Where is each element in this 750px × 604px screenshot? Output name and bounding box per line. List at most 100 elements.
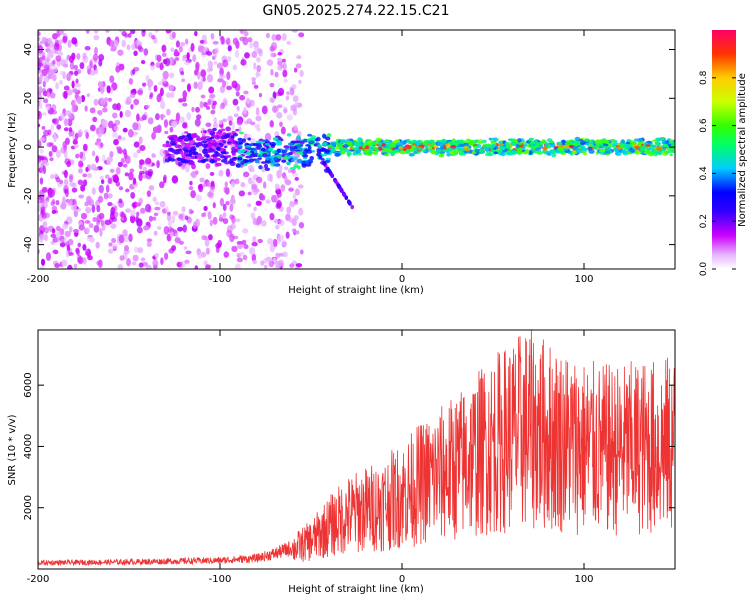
spectrogram-cell xyxy=(76,95,83,105)
colorbar-ticks: 0.0 0.2 0.4 0.6 0.8 xyxy=(699,70,736,276)
spectrogram-cell xyxy=(238,251,245,256)
spectrogram-cell xyxy=(318,144,322,149)
spectrogram-cell xyxy=(140,59,146,65)
spectrogram-cell xyxy=(209,171,215,176)
spectrogram-cell xyxy=(64,137,70,146)
spectrogram-cell xyxy=(445,143,451,148)
spectrogram-cell xyxy=(458,151,465,156)
spectrogram-cell xyxy=(199,39,205,44)
spectrogram-cell xyxy=(38,70,42,75)
spectrogram-cell xyxy=(105,184,110,193)
spectrogram-cell xyxy=(381,142,386,146)
spectrogram-cell xyxy=(182,96,187,103)
spectrogram-cell xyxy=(39,177,44,185)
spectrogram-cell xyxy=(100,179,105,185)
spectrogram-cell xyxy=(156,94,162,103)
spectrogram-cell xyxy=(551,152,557,158)
spectrogram-cell xyxy=(212,216,218,225)
spectrogram-cell xyxy=(222,140,227,144)
spectrogram-cell xyxy=(276,112,283,119)
spectrogram-cell xyxy=(580,141,585,146)
spectrogram-cell xyxy=(234,178,240,185)
spectrogram-cell xyxy=(138,174,143,179)
snr-x-ticks: -200 -100 0 100 xyxy=(27,330,594,585)
spectrogram-cell xyxy=(85,251,89,256)
spectrogram-cell xyxy=(275,260,282,269)
spectrogram-cell xyxy=(299,147,305,152)
spectrogram-cell xyxy=(290,158,295,163)
spectrogram-cell xyxy=(185,156,192,160)
spectrogram-cell xyxy=(537,142,543,146)
spectrogram-cell xyxy=(251,76,256,82)
spectrogram-cell xyxy=(235,163,241,168)
spectrogram-cell xyxy=(286,114,294,121)
spectrogram-cell xyxy=(208,86,215,94)
spectrogram-cell xyxy=(237,137,243,142)
spectrogram-cell xyxy=(222,80,227,88)
spectrogram-cell xyxy=(298,221,305,229)
spectrogram-cell xyxy=(225,37,231,46)
spectrogram-cell xyxy=(42,98,49,104)
spectrogram-cell xyxy=(194,30,198,37)
spectrogram-cell xyxy=(166,108,171,116)
spectrogram-cell xyxy=(638,137,642,142)
spectrogram-cell xyxy=(123,152,128,160)
spectrogram-cell xyxy=(251,80,256,86)
spectrogram-cell xyxy=(263,181,267,189)
spectrogram-cell xyxy=(197,71,201,80)
spectrogram-cell xyxy=(211,102,216,110)
spectrogram-cell xyxy=(235,218,241,223)
spectrogram-cell xyxy=(280,126,286,135)
spectrogram-cell xyxy=(370,141,377,146)
spectrogram-cell xyxy=(256,176,263,184)
spectrogram-cell xyxy=(46,91,51,98)
spectrogram-cell xyxy=(49,157,54,162)
spectrogram-cell xyxy=(474,148,481,153)
spectrogram-cell xyxy=(614,147,620,153)
spectrogram-cell xyxy=(90,163,97,171)
spectrogram-cell xyxy=(196,141,203,146)
spectrogram-cell xyxy=(71,106,76,113)
spectrogram-cell xyxy=(227,137,235,143)
spectrogram-cell xyxy=(72,99,77,107)
spectrogram-cell xyxy=(200,136,207,141)
spectrogram-cell xyxy=(244,144,252,148)
spectrogram-cell xyxy=(174,232,179,238)
spectrogram-cell xyxy=(422,140,429,146)
spectrogram-cell xyxy=(533,150,539,154)
spectrogram-cell xyxy=(340,150,346,155)
spectrogram-cell xyxy=(324,159,331,163)
spectrogram-cell xyxy=(112,112,118,119)
spectrogram-cell xyxy=(275,34,282,41)
spectrogram-cell xyxy=(161,52,167,57)
spectrogram-cell xyxy=(450,144,457,149)
spectrogram-cell xyxy=(184,144,190,149)
spectrogram-cell xyxy=(222,218,229,225)
spectrogram-cell xyxy=(232,156,237,160)
spectrogram-cell xyxy=(130,30,136,35)
spectrogram-cell xyxy=(200,94,206,99)
spectrogram-cell xyxy=(650,144,657,148)
spectrogram-cell xyxy=(264,163,269,169)
spectrogram-cell xyxy=(99,142,104,148)
spectrogram-cell xyxy=(298,207,304,216)
spectrogram-cell xyxy=(133,141,140,148)
spectrogram-cell xyxy=(236,105,240,111)
spectrogram-cell xyxy=(61,259,68,267)
spectrogram-cell xyxy=(210,32,215,40)
spectrogram-cell xyxy=(118,234,125,244)
spectrogram-cell xyxy=(250,164,254,173)
spectrogram-cell xyxy=(55,199,60,206)
spectrogram-cell xyxy=(316,150,322,154)
spectrogram-cell xyxy=(129,214,136,224)
spectrogram-cell xyxy=(221,128,226,132)
x-tick-label: -100 xyxy=(209,274,232,285)
spectrogram-cell xyxy=(286,161,291,166)
spectrogram-cell xyxy=(140,207,146,214)
spectrogram-cell xyxy=(84,46,91,51)
spectrogram-cell xyxy=(207,211,212,220)
spectrogram-cell xyxy=(202,212,207,217)
spectrogram-cell xyxy=(191,133,197,139)
spectrogram-cell xyxy=(324,149,331,153)
spectrogram-cell xyxy=(174,57,180,61)
